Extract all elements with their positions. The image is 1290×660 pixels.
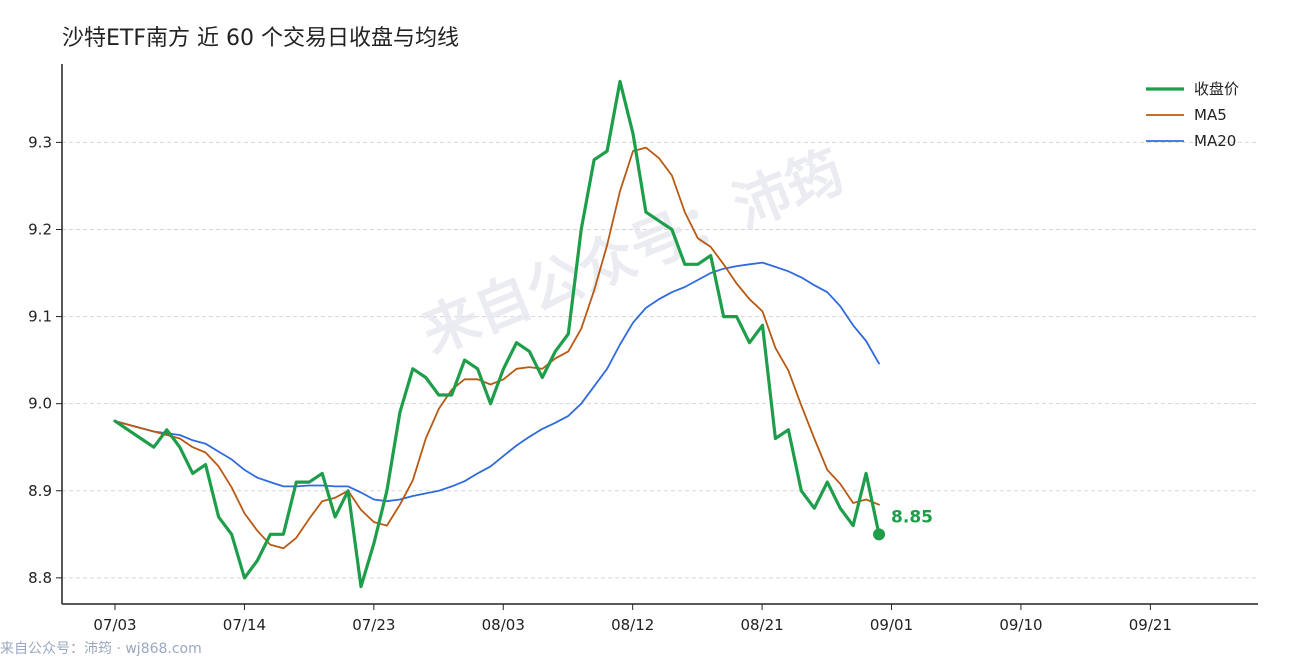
ma20-line <box>114 261 880 503</box>
y-tick-label: 9.0 <box>28 395 52 413</box>
x-tick-label: 09/10 <box>999 616 1042 634</box>
grid-lines <box>62 141 1258 579</box>
legend-label: 收盘价 <box>1194 80 1239 98</box>
legend-label: MA5 <box>1194 106 1227 124</box>
x-tick-label: 09/01 <box>870 616 913 634</box>
y-tick-label: 9.2 <box>28 220 52 238</box>
y-tick-label: 8.8 <box>28 569 52 587</box>
x-tick-label: 07/23 <box>352 616 395 634</box>
y-tick-label: 9.1 <box>28 308 52 326</box>
y-tick-label: 9.3 <box>28 133 52 151</box>
axes: 8.8 8.9 9.0 9.1 9.2 9.3 07/03 07/14 07/23 08/03 08… <box>28 64 1258 634</box>
legend: 收盘价 MA5 MA20 <box>1146 80 1239 150</box>
x-tick-label: 07/03 <box>93 616 136 634</box>
x-tick-label: 08/03 <box>482 616 525 634</box>
x-tick-label: 08/12 <box>611 616 654 634</box>
chart-title: 沙特ETF南方 近 60 个交易日收盘与均线 <box>62 26 459 51</box>
last-point-marker <box>873 528 886 541</box>
close-price-line <box>113 79 881 589</box>
x-tick-label: 08/21 <box>740 616 783 634</box>
watermark-text: 来自公众号：沛筠 <box>413 139 853 367</box>
legend-label: MA20 <box>1194 132 1236 150</box>
x-tick-label: 09/21 <box>1129 616 1172 634</box>
y-tick-label: 8.9 <box>28 482 52 500</box>
footer-source: 来自公众号：沛筠 · wj868.com <box>0 641 202 657</box>
series-lines: 8.85 <box>113 79 933 589</box>
x-tick-label: 07/14 <box>223 616 266 634</box>
last-value-label: 8.85 <box>891 507 933 527</box>
